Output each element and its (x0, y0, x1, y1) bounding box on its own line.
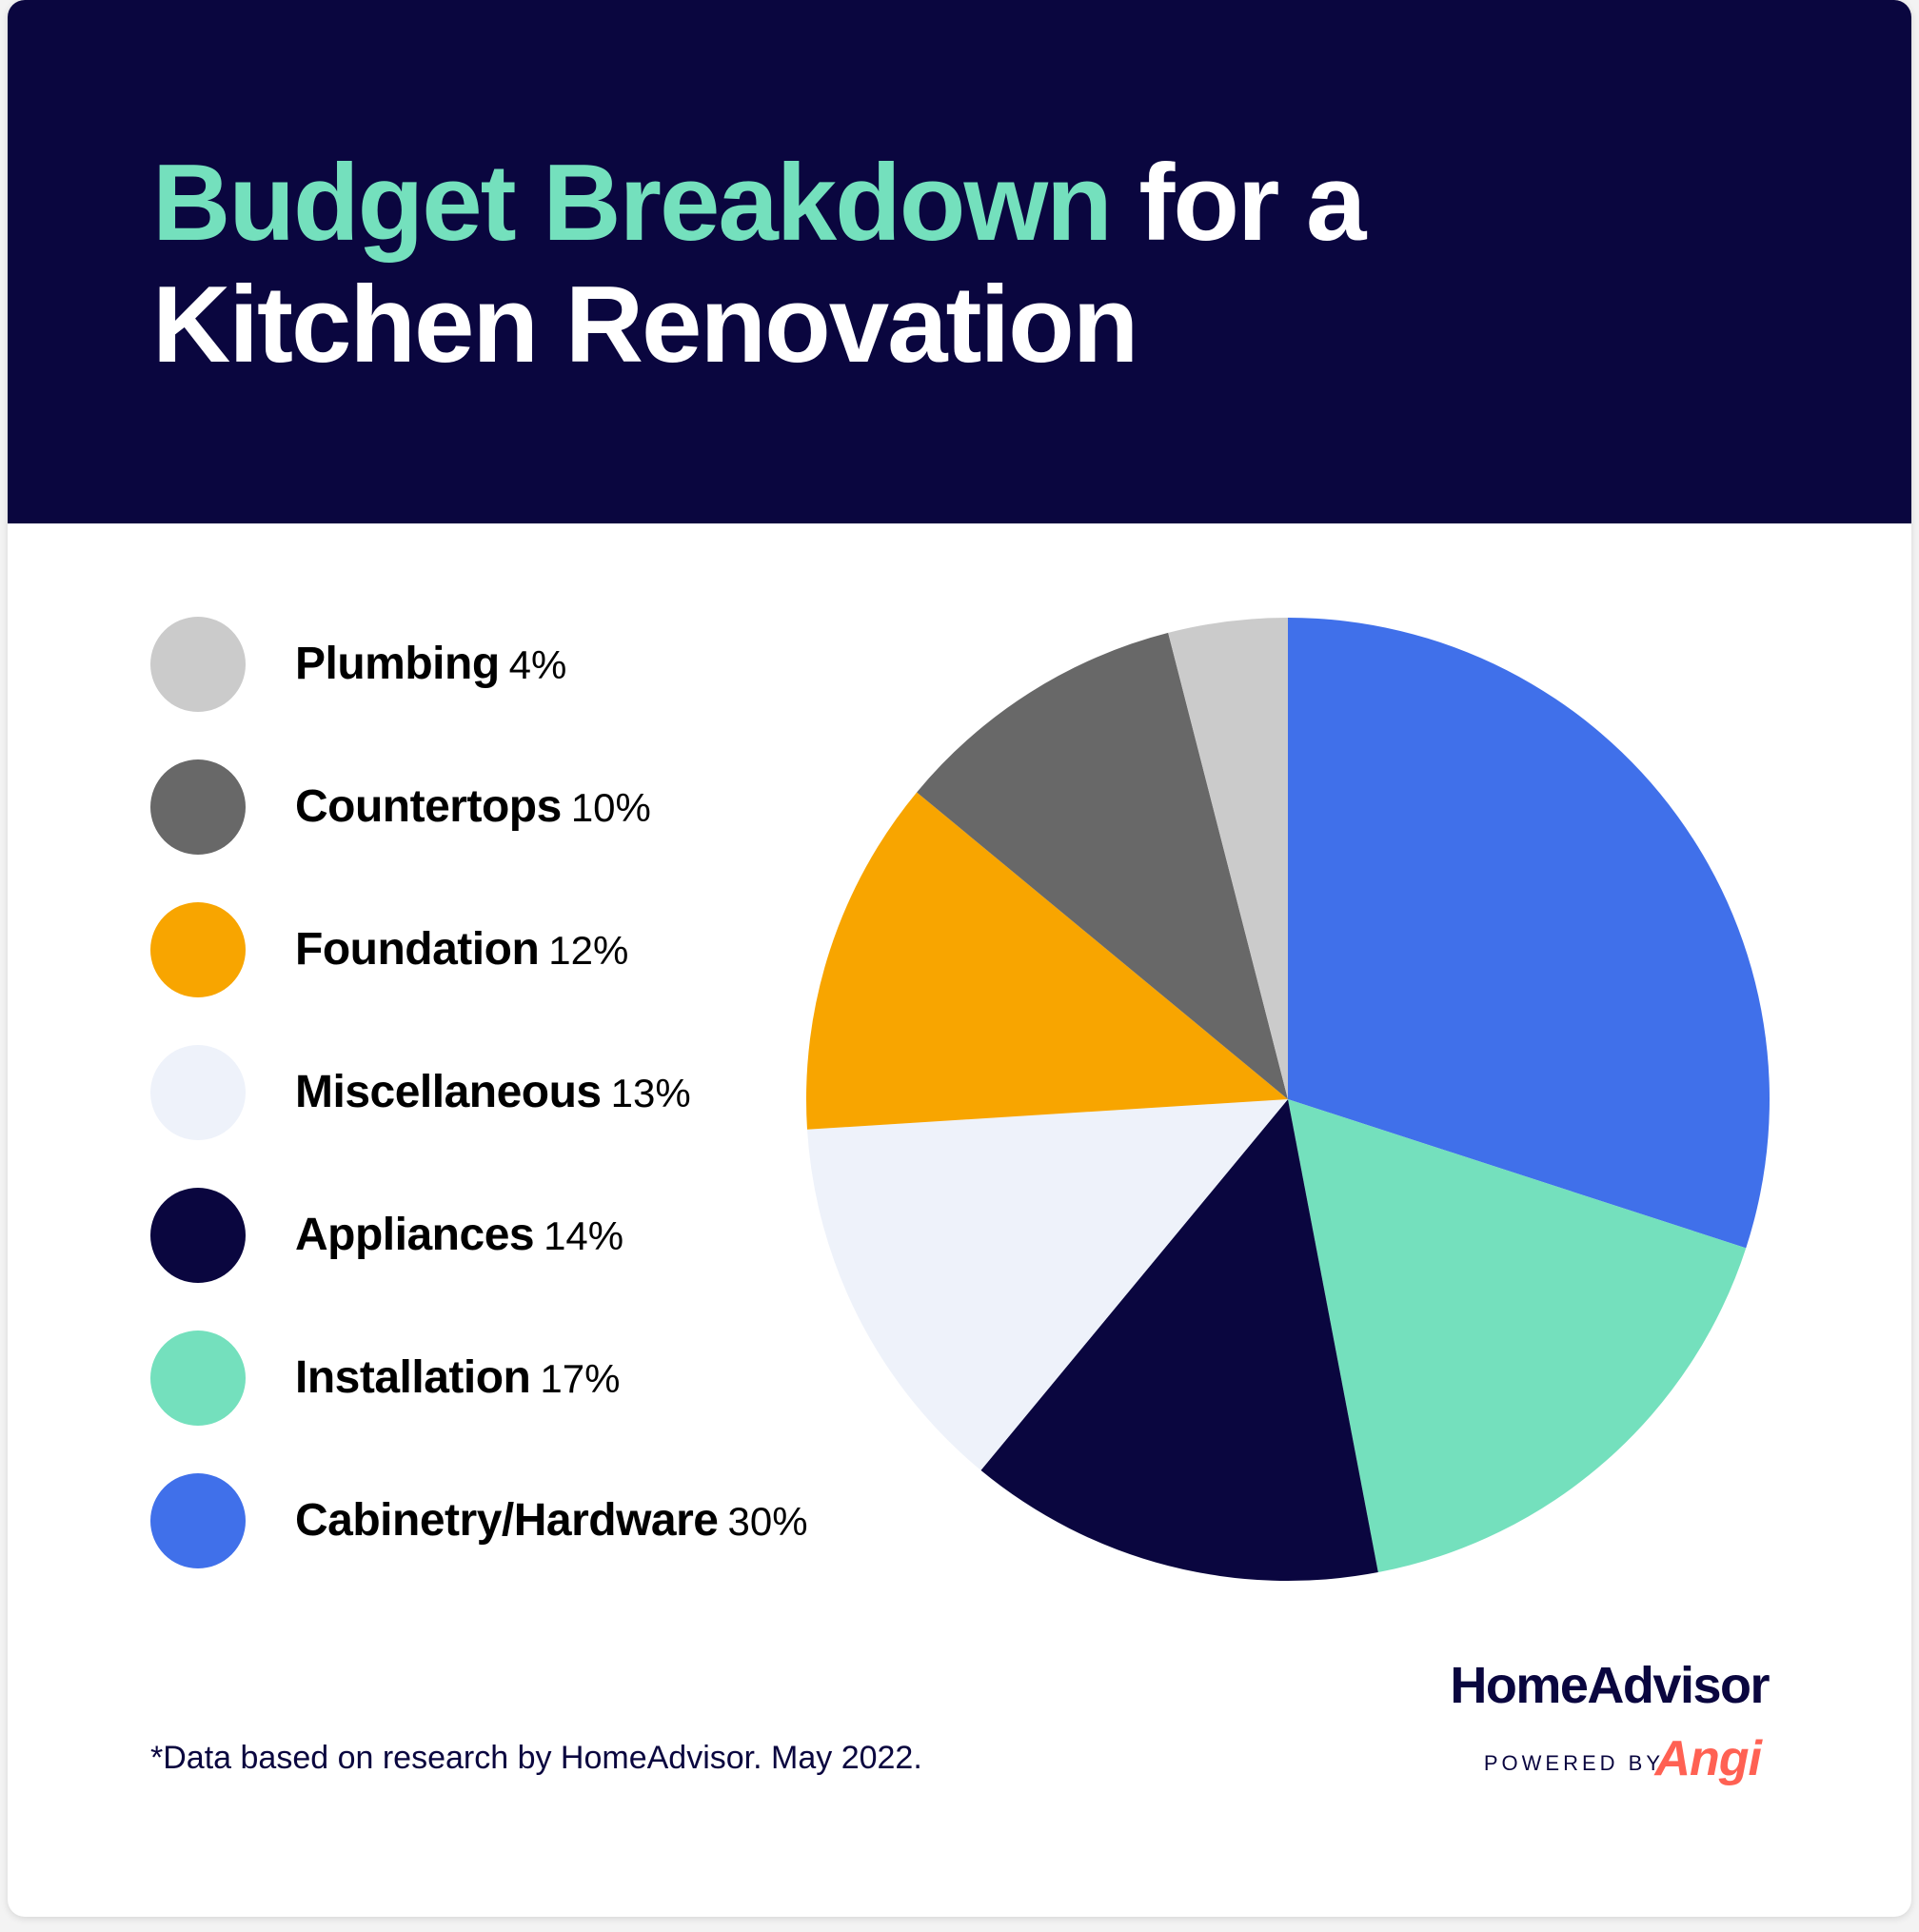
legend-label: Installation (295, 1352, 531, 1403)
legend-item: Foundation 12% (150, 902, 912, 997)
legend-text: Cabinetry/Hardware 30% (295, 1473, 808, 1568)
footnote: *Data based on research by HomeAdvisor. … (150, 1740, 922, 1776)
legend-percent: 10% (570, 785, 651, 830)
pie-chart (806, 618, 1770, 1581)
pie-slice-installation (1288, 1099, 1747, 1573)
legend-percent: 12% (548, 928, 629, 973)
pie-slice-appliances (980, 1099, 1378, 1581)
legend-percent: 17% (540, 1356, 621, 1401)
legend-label: Plumbing (295, 639, 500, 689)
legend-text: Foundation 12% (295, 902, 628, 997)
legend-item: Installation 17% (150, 1331, 912, 1426)
pie-slice-miscellaneous (806, 1099, 1288, 1470)
legend-swatch (150, 1188, 246, 1283)
legend-percent: 14% (544, 1213, 624, 1258)
brand-logo: HomeAdvisor POWERED BY Angi (1416, 1656, 1770, 1789)
legend-swatch (150, 617, 246, 712)
pie-slice-plumbing (1168, 618, 1288, 1099)
legend-text: Countertops 10% (295, 759, 651, 855)
pie-slice-foundation (806, 792, 1288, 1130)
infographic-card: Budget Breakdown for a Kitchen Renovatio… (8, 0, 1911, 1917)
legend-label: Cabinetry/Hardware (295, 1495, 719, 1546)
legend-label: Countertops (295, 781, 562, 832)
page-title: Budget Breakdown for a Kitchen Renovatio… (152, 143, 1818, 386)
legend-label: Miscellaneous (295, 1067, 602, 1117)
legend-swatch (150, 1331, 246, 1426)
legend-percent: 30% (727, 1499, 808, 1544)
legend-item: Countertops 10% (150, 759, 912, 855)
legend-text: Plumbing 4% (295, 617, 566, 712)
brand-name: HomeAdvisor (1450, 1657, 1770, 1714)
legend-item: Appliances 14% (150, 1188, 912, 1283)
pie-slice-cabinetry-hardware (1288, 618, 1770, 1249)
powered-by-label: POWERED BY (1483, 1751, 1664, 1775)
legend-text: Appliances 14% (295, 1188, 623, 1283)
legend-swatch (150, 759, 246, 855)
legend-percent: 13% (610, 1071, 691, 1115)
partner-logo: Angi (1654, 1731, 1762, 1786)
legend-label: Foundation (295, 924, 540, 975)
title-rest: for a (1110, 143, 1366, 264)
legend-item: Plumbing 4% (150, 617, 912, 712)
legend-swatch (150, 1045, 246, 1140)
title-highlight: Budget Breakdown (152, 143, 1113, 264)
legend-text: Installation 17% (295, 1331, 620, 1426)
pie-slice-countertops (917, 632, 1288, 1099)
title-line-2: Kitchen Renovation (152, 265, 1138, 385)
legend-swatch (150, 902, 246, 997)
legend-swatch (150, 1473, 246, 1568)
legend-percent: 4% (508, 642, 567, 687)
legend-item: Cabinetry/Hardware 30% (150, 1473, 912, 1568)
legend-item: Miscellaneous 13% (150, 1045, 912, 1140)
legend-label: Appliances (295, 1210, 535, 1260)
header-banner: Budget Breakdown for a Kitchen Renovatio… (8, 0, 1911, 523)
legend-text: Miscellaneous 13% (295, 1045, 691, 1140)
